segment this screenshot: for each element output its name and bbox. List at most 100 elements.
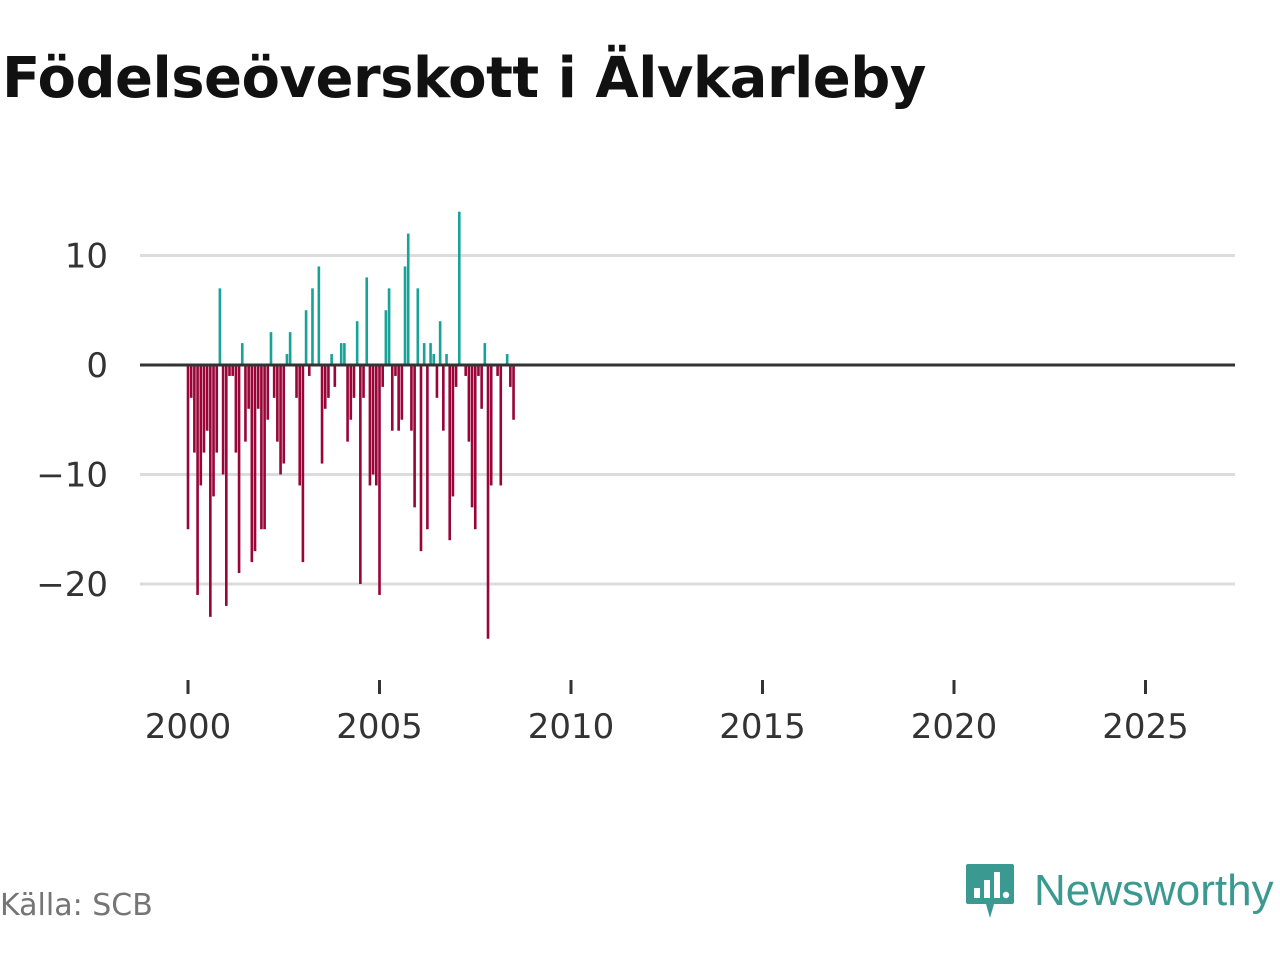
bar: [426, 365, 429, 530]
bar: [189, 365, 193, 398]
bar: [509, 365, 512, 387]
bar: [397, 365, 400, 431]
bar: [234, 365, 238, 453]
bar: [387, 288, 391, 365]
bar: [202, 365, 206, 453]
bar: [483, 343, 487, 365]
bar: [355, 321, 359, 365]
bar: [301, 365, 305, 563]
bar: [496, 365, 499, 376]
bar: [330, 354, 333, 365]
bar: [209, 365, 212, 617]
bar: [339, 343, 343, 365]
bar: [435, 365, 439, 398]
bar: [346, 365, 349, 442]
bar: [499, 365, 503, 486]
bar: [218, 288, 222, 365]
bar: [307, 365, 311, 376]
bar: [451, 365, 455, 497]
bar: [276, 365, 279, 442]
gridlines: [140, 254, 1235, 586]
bar: [419, 365, 423, 552]
bar: [477, 365, 480, 376]
bar: [438, 321, 442, 365]
bar: [352, 365, 356, 398]
bar: [375, 365, 378, 486]
bar: [368, 365, 372, 486]
bar: [349, 365, 353, 420]
bar: [224, 365, 228, 606]
bar: [422, 343, 426, 365]
y-tick-label: −10: [36, 456, 108, 496]
bar: [343, 343, 346, 365]
bar: [359, 365, 362, 584]
bar: [413, 365, 416, 508]
bar: [362, 365, 365, 398]
bar: [231, 365, 234, 376]
bar: [212, 365, 215, 497]
bar: [394, 365, 397, 376]
y-tick-label: −20: [36, 565, 108, 605]
bar: [489, 365, 493, 486]
bar: [282, 365, 286, 464]
bar: [244, 365, 247, 442]
bar: [228, 365, 231, 376]
bar: [400, 365, 404, 420]
bar: [295, 365, 298, 398]
x-tick-label: 2000: [145, 707, 232, 747]
bar: [333, 365, 337, 387]
bar: [442, 365, 445, 431]
x-tick-label: 2010: [528, 707, 615, 747]
newsworthy-chart-icon: [966, 864, 1014, 918]
bar: [215, 365, 219, 453]
x-tick-label: 2015: [719, 707, 806, 747]
y-tick-label: 0: [86, 346, 108, 386]
bar: [266, 365, 270, 420]
bar: [186, 365, 190, 530]
bar: [403, 266, 407, 365]
brand-name: Newsworthy: [1034, 866, 1274, 915]
bar: [378, 365, 381, 595]
bar: [445, 354, 448, 365]
bar: [269, 332, 273, 365]
source-note: Källa: SCB: [0, 888, 153, 923]
bar: [288, 332, 292, 365]
bar: [320, 365, 324, 464]
bar: [263, 365, 266, 530]
bar: [410, 365, 413, 431]
bar: [279, 365, 282, 475]
bar: [240, 343, 244, 365]
bar: [480, 365, 483, 409]
bar: [384, 310, 388, 365]
bar: [505, 354, 509, 365]
bar: [311, 288, 314, 365]
bar: [272, 365, 276, 398]
bar: [250, 365, 254, 563]
bar: [256, 365, 260, 409]
bar: [470, 365, 474, 508]
x-tick-label: 2025: [1102, 707, 1189, 747]
bar: [298, 365, 302, 486]
bar: [486, 365, 490, 639]
bar: [205, 365, 209, 431]
bar: [381, 365, 384, 387]
bar: [429, 343, 432, 365]
x-tick-label: 2005: [336, 707, 423, 747]
bar: [196, 365, 199, 595]
bar: [406, 233, 410, 365]
bar: [365, 277, 369, 365]
bar: [512, 365, 515, 420]
bar: [247, 365, 250, 409]
bar: [457, 211, 461, 365]
bar: [467, 365, 471, 442]
bar: [448, 365, 452, 541]
newsworthy-logo: Newsworthy: [964, 862, 1274, 920]
bar: [285, 354, 289, 365]
bar-series: [186, 211, 515, 639]
y-tick-label: 10: [65, 237, 108, 277]
bar: [221, 365, 225, 475]
bar: [199, 365, 203, 486]
y-axis-ticks: 10 0 −10 −20: [36, 237, 108, 606]
bar: [237, 365, 241, 574]
